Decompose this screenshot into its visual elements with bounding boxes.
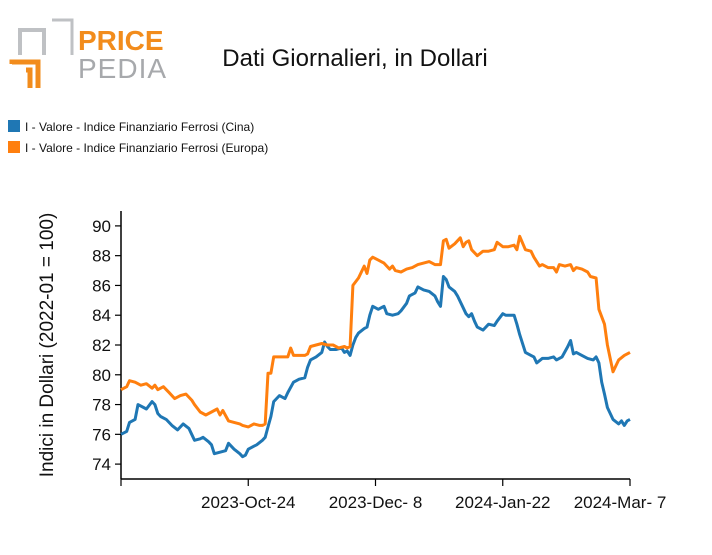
legend-label-cina: I - Valore - Indice Finanziario Ferrosi … <box>25 120 254 134</box>
pricepedia-logo: PRICE PEDIA <box>9 18 167 88</box>
series-line-europa <box>120 234 631 429</box>
legend-label-europa: I - Valore - Indice Finanziario Ferrosi … <box>25 141 268 155</box>
logo-line1: PRICE <box>78 25 164 56</box>
x-tick-label: 2024-Jan-22 <box>455 493 550 512</box>
x-tick-label: 2023-Oct-24 <box>201 493 296 512</box>
series-lines <box>120 234 631 459</box>
legend: I - Valore - Indice Finanziario Ferrosi … <box>8 120 268 155</box>
y-tick-label: 88 <box>92 247 111 266</box>
y-axis-label: Indici in Dollari (2022-01 = 100) <box>37 213 58 478</box>
series-line-cina <box>120 275 631 459</box>
y-tick-label: 78 <box>92 396 111 415</box>
x-tick-label: 2024-Mar- 7 <box>574 493 667 512</box>
y-tick-label: 74 <box>92 455 111 474</box>
chart-title: Dati Giornalieri, in Dollari <box>222 45 487 72</box>
y-tick-label: 90 <box>92 217 111 236</box>
logo-mark-icon <box>9 18 74 88</box>
y-tick-label: 80 <box>92 366 111 385</box>
y-tick-label: 84 <box>92 306 111 325</box>
y-tick-label: 76 <box>92 425 111 444</box>
y-tick-label: 82 <box>92 336 111 355</box>
x-tick-label: 2023-Dec- 8 <box>329 493 423 512</box>
y-tick-label: 86 <box>92 276 111 295</box>
legend-swatch-cina <box>8 120 20 132</box>
legend-swatch-europa <box>8 141 20 153</box>
x-ticks: 2023-Oct-24 2023-Dec- 8 2024-Jan-22 2024-Ma… <box>120 479 667 512</box>
y-ticks: 74 76 78 80 82 84 86 88 90 <box>92 217 121 474</box>
logo-line2: PEDIA <box>78 53 167 84</box>
